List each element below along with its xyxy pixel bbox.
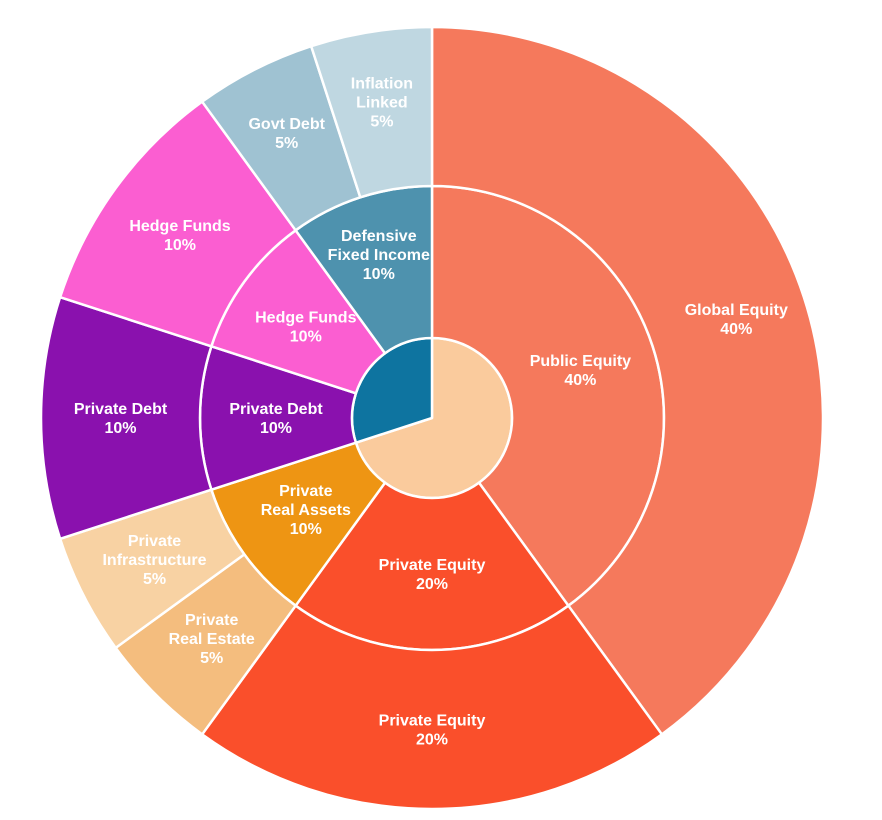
label-middle-private-debt: Private Debt 10%	[229, 401, 323, 437]
label-outer-private-equity: Private Equity 20%	[379, 713, 486, 749]
label-outer-private-real-estate: Private Real Estate 5%	[169, 612, 255, 667]
label-middle-hedge-funds: Hedge Funds 10%	[255, 309, 356, 345]
label-outer-private-debt: Private Debt 10%	[74, 401, 168, 437]
label-outer-private-infrastructure: Private Infrastructure 5%	[102, 533, 206, 588]
label-outer-inflation-linked: Inflation Linked 5%	[351, 75, 413, 130]
segment-outer-private-equity	[200, 604, 664, 811]
label-middle-private-equity: Private Equity 20%	[379, 557, 486, 593]
label-outer-global-equity: Global Equity 40%	[685, 302, 788, 338]
label-outer-govt-debt: Govt Debt 5%	[248, 116, 325, 152]
label-outer-hedge-funds: Hedge Funds 10%	[129, 218, 230, 254]
segment-outer-global-equity	[430, 25, 825, 736]
label-middle-public-equity: Public Equity 40%	[530, 353, 631, 389]
segment-outer-inflation-linked	[309, 25, 434, 199]
label-middle-private-real-assets: Private Real Assets 10%	[261, 483, 351, 538]
label-middle-defensive-fixed-income: Defensive Fixed Income 10%	[328, 228, 430, 283]
